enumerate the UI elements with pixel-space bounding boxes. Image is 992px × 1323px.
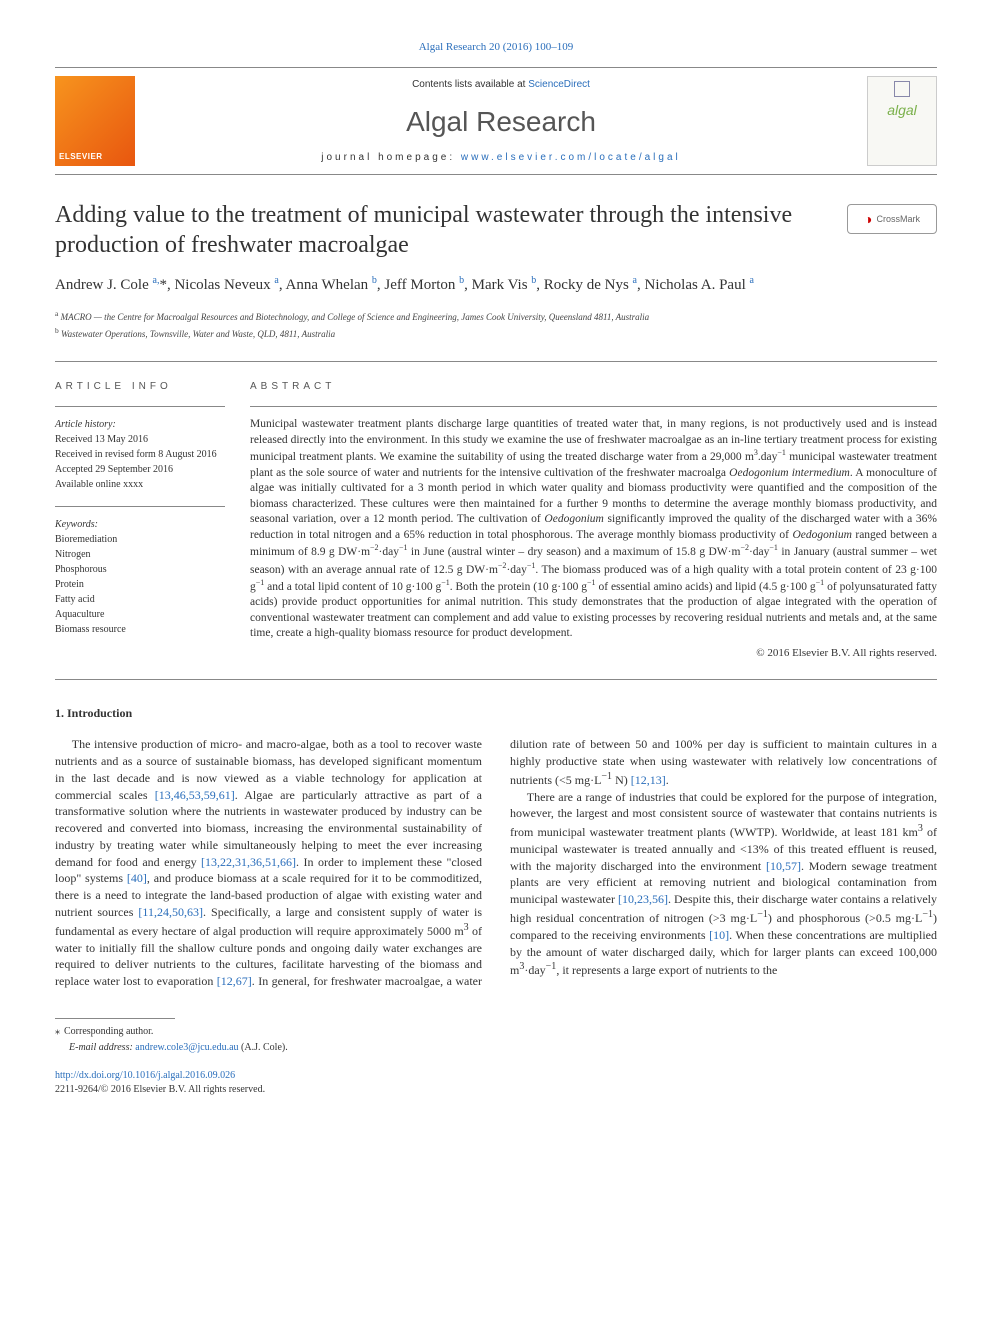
keyword: Protein — [55, 577, 225, 592]
body-section: 1. Introduction The intensive production… — [55, 705, 937, 990]
cover-icon — [894, 81, 910, 97]
doi-link[interactable]: http://dx.doi.org/10.1016/j.algal.2016.0… — [55, 1069, 937, 1083]
keyword: Nitrogen — [55, 547, 225, 562]
keywords-label: Keywords: — [55, 517, 225, 532]
journal-homepage-link[interactable]: www.elsevier.com/locate/algal — [461, 152, 681, 163]
masthead: ELSEVIER Contents lists available at Sci… — [55, 67, 937, 175]
affiliation-a: a MACRO — the Centre for Macroalgal Reso… — [55, 308, 937, 325]
rule-info — [55, 406, 225, 407]
abstract-body: Municipal wastewater treatment plants di… — [250, 417, 937, 642]
history-item: Received in revised form 8 August 2016 — [55, 447, 225, 462]
rule-abs — [250, 406, 937, 407]
corresponding-email-link[interactable]: andrew.cole3@jcu.edu.au — [135, 1042, 238, 1053]
article-info: ARTICLE INFO Article history: Received 1… — [55, 380, 250, 661]
journal-cover: algal — [867, 76, 937, 166]
article-info-label: ARTICLE INFO — [55, 380, 225, 394]
history-item: Accepted 29 September 2016 — [55, 462, 225, 477]
body-paragraph: There are a range of industries that cou… — [510, 789, 937, 980]
publisher-logo-text: ELSEVIER — [59, 151, 103, 162]
rule-top — [55, 361, 937, 362]
crossmark-badge[interactable]: CrossMark — [847, 204, 937, 234]
rule-kw — [55, 506, 225, 507]
info-abstract-row: ARTICLE INFO Article history: Received 1… — [55, 380, 937, 661]
sciencedirect-link[interactable]: ScienceDirect — [528, 79, 590, 90]
section-heading: 1. Introduction — [55, 705, 937, 722]
publisher-logo: ELSEVIER — [55, 76, 135, 166]
issn-line: 2211-9264/© 2016 Elsevier B.V. All right… — [55, 1083, 937, 1097]
cover-text: algal — [887, 101, 917, 121]
journal-name: Algal Research — [155, 102, 847, 141]
title-row: Adding value to the treatment of municip… — [55, 200, 937, 260]
history-item: Available online xxxx — [55, 477, 225, 492]
history-block: Article history: Received 13 May 2016 Re… — [55, 417, 225, 492]
keyword: Bioremediation — [55, 532, 225, 547]
keyword: Phosphorous — [55, 562, 225, 577]
corresponding-author: Corresponding author. — [55, 1025, 937, 1039]
copyright: © 2016 Elsevier B.V. All rights reserved… — [250, 646, 937, 661]
article-title: Adding value to the treatment of municip… — [55, 200, 832, 260]
keyword: Biomass resource — [55, 622, 225, 637]
history-label: Article history: — [55, 417, 225, 432]
authors: Andrew J. Cole a,*, Nicolas Neveux a, An… — [55, 274, 937, 296]
affiliations: a MACRO — the Centre for Macroalgal Reso… — [55, 308, 937, 341]
citation-text[interactable]: Algal Research 20 (2016) 100–109 — [419, 41, 574, 53]
masthead-center: Contents lists available at ScienceDirec… — [135, 78, 867, 165]
rule-bottom — [55, 679, 937, 680]
affiliation-b: b Wastewater Operations, Townsville, Wat… — [55, 325, 937, 342]
footer: Corresponding author. E-mail address: an… — [55, 1018, 937, 1097]
footnote-rule — [55, 1018, 175, 1019]
keywords-block: Keywords: Bioremediation Nitrogen Phosph… — [55, 517, 225, 637]
homepage-line: journal homepage: www.elsevier.com/locat… — [155, 151, 847, 165]
history-item: Received 13 May 2016 — [55, 432, 225, 447]
citation-header: Algal Research 20 (2016) 100–109 — [55, 40, 937, 55]
keyword: Aquaculture — [55, 607, 225, 622]
abstract-label: ABSTRACT — [250, 380, 937, 394]
keyword: Fatty acid — [55, 592, 225, 607]
abstract: ABSTRACT Municipal wastewater treatment … — [250, 380, 937, 661]
contents-line: Contents lists available at ScienceDirec… — [155, 78, 847, 92]
body-columns: The intensive production of micro- and m… — [55, 736, 937, 990]
email-line: E-mail address: andrew.cole3@jcu.edu.au … — [55, 1041, 937, 1055]
